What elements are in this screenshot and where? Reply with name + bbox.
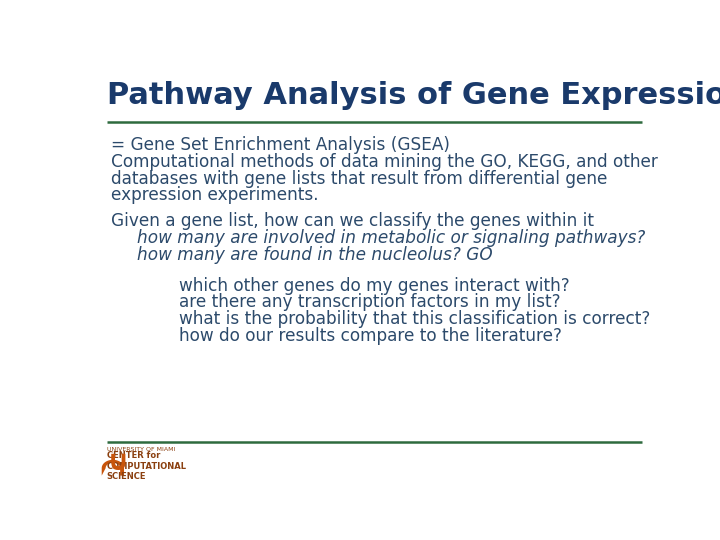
Text: Pathway Analysis of Gene Expression Data: Pathway Analysis of Gene Expression Data bbox=[107, 82, 720, 111]
Text: how do our results compare to the literature?: how do our results compare to the litera… bbox=[179, 327, 562, 345]
Text: Computational methods of data mining the GO, KEGG, and other: Computational methods of data mining the… bbox=[111, 153, 658, 171]
Text: what is the probability that this classification is correct?: what is the probability that this classi… bbox=[179, 310, 651, 328]
PathPatch shape bbox=[102, 460, 124, 476]
Text: databases with gene lists that result from differential gene: databases with gene lists that result fr… bbox=[111, 170, 608, 187]
Text: CENTER for
COMPUTATIONAL
SCIENCE: CENTER for COMPUTATIONAL SCIENCE bbox=[107, 451, 186, 481]
Text: ∪: ∪ bbox=[107, 448, 130, 476]
Text: = Gene Set Enrichment Analysis (GSEA): = Gene Set Enrichment Analysis (GSEA) bbox=[111, 136, 450, 154]
Text: which other genes do my genes interact with?: which other genes do my genes interact w… bbox=[179, 277, 570, 295]
Text: how many are found in the nucleolus? GO: how many are found in the nucleolus? GO bbox=[138, 246, 493, 264]
Text: UNIVERSITY OF MIAMI: UNIVERSITY OF MIAMI bbox=[107, 447, 175, 451]
Text: expression experiments.: expression experiments. bbox=[111, 186, 319, 204]
Text: how many are involved in metabolic or signaling pathways?: how many are involved in metabolic or si… bbox=[138, 229, 646, 247]
Text: are there any transcription factors in my list?: are there any transcription factors in m… bbox=[179, 294, 561, 312]
Text: Given a gene list, how can we classify the genes within it: Given a gene list, how can we classify t… bbox=[111, 212, 594, 231]
